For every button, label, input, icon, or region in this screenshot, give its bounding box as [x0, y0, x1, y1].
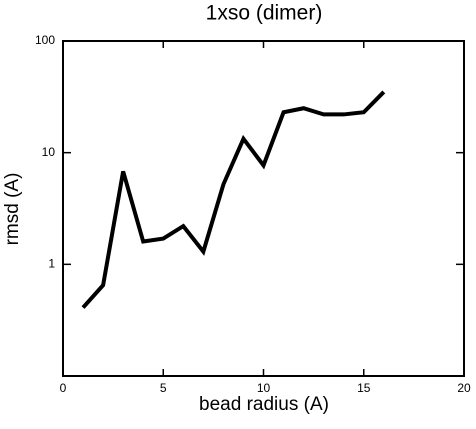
y-axis-label: rmsd (A): [2, 173, 23, 246]
y-tick-label: 1: [48, 257, 55, 271]
x-tick-label: 5: [160, 381, 167, 395]
data-line: [81, 90, 386, 309]
x-tick-label: 20: [457, 381, 471, 395]
x-tick-label: 15: [357, 381, 371, 395]
y-tick-label: 10: [42, 145, 56, 159]
chart-title: 1xso (dimer): [206, 2, 323, 25]
y-tick-label: 100: [35, 33, 55, 47]
x-tick-label: 10: [257, 381, 271, 395]
x-tick-label: 0: [60, 381, 67, 395]
x-axis-label: bead radius (A): [199, 394, 329, 415]
plot-frame: [62, 40, 465, 377]
